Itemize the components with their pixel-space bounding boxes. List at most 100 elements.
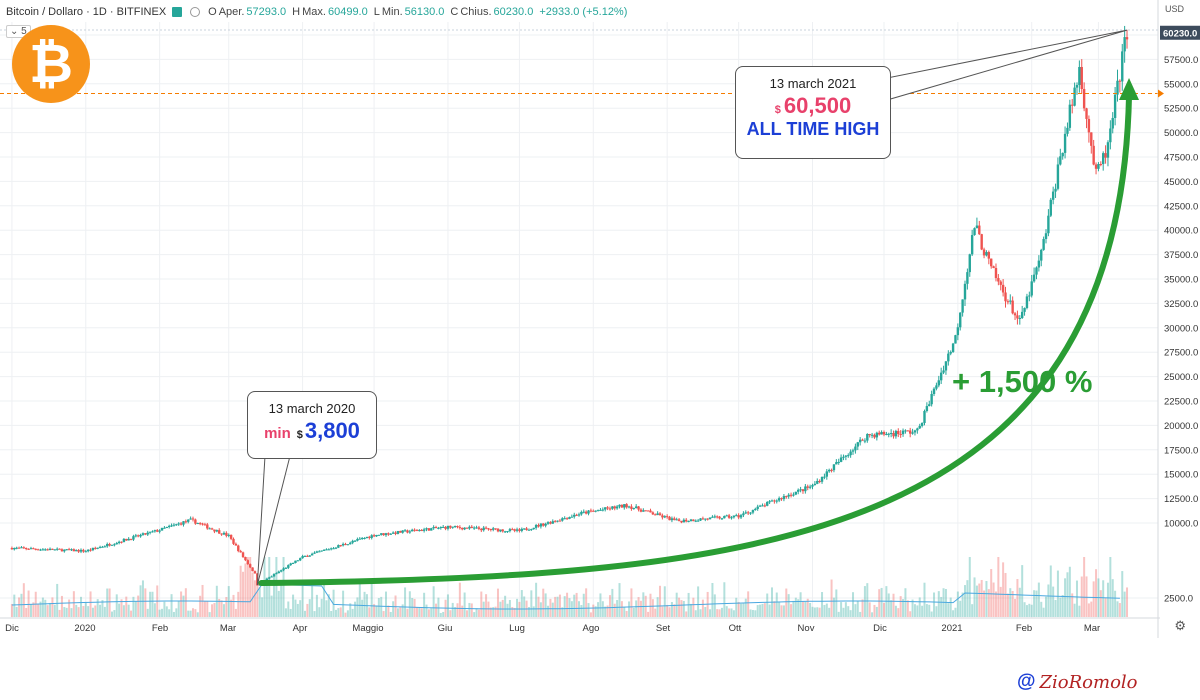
candle-body [761, 505, 764, 507]
candle-body [668, 516, 671, 521]
x-tick-label: Mar [1084, 623, 1100, 634]
volume-bar [978, 583, 981, 617]
gear-icon[interactable]: ⚙ [1174, 618, 1186, 633]
volume-bar [1092, 581, 1095, 617]
candle-body [978, 225, 981, 235]
candle-body [932, 388, 936, 395]
volume-bar [811, 606, 814, 617]
candle-body [463, 527, 466, 530]
volume-bar [294, 599, 297, 617]
volume-bar [75, 604, 78, 617]
volume-bar [1033, 590, 1036, 617]
symbol-title[interactable]: Bitcoin / Dollaro · 1D · BITFINEX [6, 6, 167, 18]
price-chart[interactable]: 2500.0 10000.0 12500.0 15000.0 17500.0 20000.… [0, 0, 1200, 638]
volume-bar [632, 607, 635, 617]
volume-ma-line [11, 583, 1120, 610]
y-tick-label: 30000.0 [1164, 323, 1198, 334]
volume-bar [647, 611, 650, 617]
candle-body [508, 529, 512, 532]
candle-body [708, 517, 712, 520]
candle-body [980, 234, 983, 250]
volume-bar [780, 605, 783, 617]
candle-body [160, 527, 164, 531]
volume-bar [89, 591, 92, 617]
candle-body [1085, 108, 1088, 119]
volume-bar [404, 587, 407, 617]
candle-body [439, 527, 443, 529]
candle-body [570, 516, 574, 518]
candle-body [401, 530, 404, 533]
volume-bar [58, 609, 61, 617]
volume-bar [751, 609, 754, 617]
candle-body [604, 507, 607, 510]
volume-bar [887, 593, 890, 617]
volume-bar [913, 604, 916, 617]
candle-body [1025, 296, 1029, 309]
candle-body [360, 538, 364, 540]
volume-bar [432, 586, 435, 617]
candle-body [187, 519, 190, 522]
volume-bar [263, 557, 266, 617]
volume-bar [530, 590, 533, 617]
candle-body [739, 515, 743, 518]
candle-body [565, 518, 569, 520]
candle-body [380, 533, 383, 535]
volume-bar [239, 565, 242, 617]
low-date: 13 march 2020 [268, 401, 356, 416]
grid-lines [0, 22, 1158, 618]
candle-body [44, 549, 47, 551]
volume-bar [670, 602, 673, 617]
volume-bar [692, 597, 695, 617]
candle-body [746, 512, 750, 514]
currency-label[interactable]: USD [1164, 4, 1184, 14]
candle-body [923, 410, 926, 424]
candle-body [794, 491, 798, 495]
volume-bar [1018, 587, 1021, 617]
candle-body [163, 527, 166, 529]
y-tick-label: 35000.0 [1164, 275, 1198, 286]
volume-bar [387, 605, 390, 617]
volume-bar [158, 609, 161, 617]
candle-body [489, 528, 493, 530]
volume-bar [477, 609, 480, 617]
volume-bar [1009, 588, 1012, 617]
volume-bar [964, 585, 966, 617]
volume-bar [172, 611, 175, 617]
y-tick-label: 40000.0 [1164, 226, 1198, 237]
candle-body [892, 433, 895, 437]
candle-body [754, 508, 757, 511]
volume-bar [606, 605, 609, 617]
volume-bar [902, 599, 905, 617]
candle-body [920, 423, 924, 426]
candle-body [411, 529, 414, 532]
candle-body [472, 527, 476, 529]
volume-bar [1114, 590, 1117, 617]
volume-bar [1004, 572, 1007, 617]
candle-body [172, 524, 176, 526]
candle-body [241, 552, 245, 557]
candle-body [1094, 164, 1098, 169]
candle-body [1113, 94, 1117, 118]
candle-body [968, 254, 971, 273]
volume-bar [72, 591, 75, 617]
low-value: 56130.0 [404, 6, 445, 18]
volume-bar [203, 601, 206, 617]
candle-body [136, 535, 140, 537]
volume-bar [656, 597, 659, 617]
candle-body [484, 527, 488, 529]
candle-body [10, 548, 14, 550]
circle-icon[interactable] [190, 7, 201, 17]
candle-body [387, 533, 390, 535]
candle-body [213, 529, 216, 532]
candle-body [575, 514, 578, 516]
candle-body [1049, 199, 1052, 216]
volume-bar [127, 604, 130, 617]
volume-bar [551, 602, 554, 617]
volume-bar [968, 557, 971, 617]
candle-body [265, 578, 269, 581]
candle-body [320, 550, 323, 552]
candle-body [291, 563, 295, 565]
candle-body [592, 510, 595, 512]
volume-bar [575, 592, 578, 617]
candle-body [911, 432, 914, 434]
